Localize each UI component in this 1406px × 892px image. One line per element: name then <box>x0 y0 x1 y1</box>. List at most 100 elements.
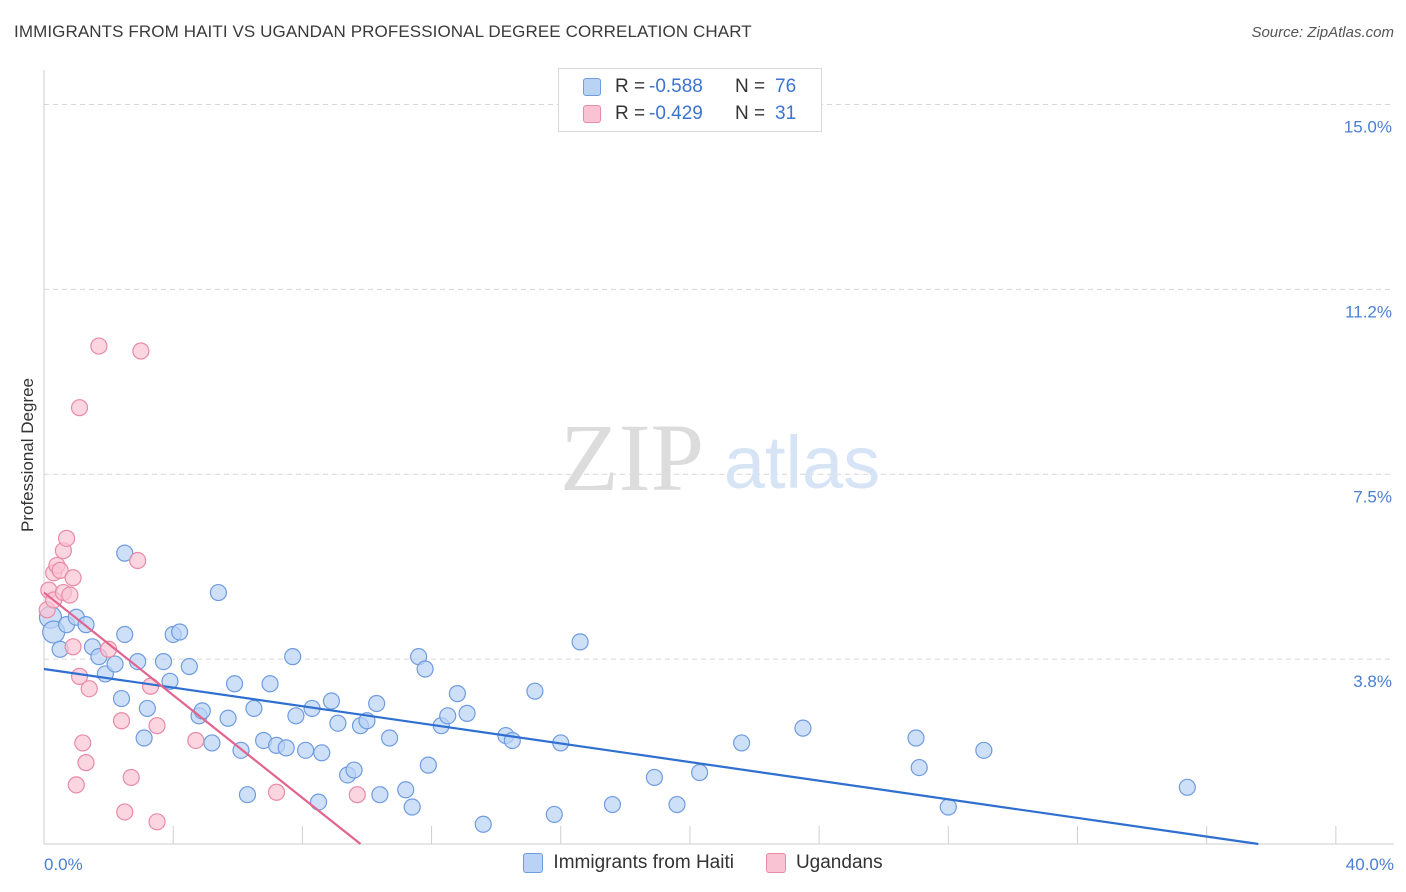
legend-r-label: R = <box>615 103 646 124</box>
legend-r-value: -0.588 <box>649 76 703 97</box>
haiti-point <box>261 675 279 693</box>
haiti-point <box>397 781 415 799</box>
x-tick-label: 0.0% <box>44 855 83 874</box>
haiti-point <box>403 798 421 816</box>
haiti-point <box>1178 778 1196 796</box>
legend-label-haiti: Immigrants from Haiti <box>553 852 734 873</box>
chart-title: IMMIGRANTS FROM HAITI VS UGANDAN PROFESS… <box>14 22 752 41</box>
legend-n-value: 31 <box>775 103 797 124</box>
uganda-point <box>148 813 166 831</box>
haiti-point <box>106 655 124 673</box>
uganda-point <box>148 717 166 735</box>
haiti-point <box>380 729 399 747</box>
haiti-point <box>329 714 347 732</box>
uganda-point <box>122 768 140 787</box>
haiti-point <box>138 699 156 718</box>
haiti-point <box>645 768 664 787</box>
haiti-point <box>691 763 709 782</box>
haiti-point <box>313 744 331 762</box>
legend-label-ugandans: Ugandans <box>795 852 883 873</box>
haiti-point <box>193 702 211 720</box>
haiti-point <box>116 544 134 562</box>
haiti-point <box>209 583 228 602</box>
uganda-swatch <box>765 853 786 873</box>
source-credit: Source: ZipAtlas.com <box>1251 24 1394 41</box>
uganda-point <box>129 551 147 570</box>
y-tick-label: 15.0% <box>1344 118 1392 137</box>
haiti-point <box>368 694 386 713</box>
uganda-point <box>187 731 205 750</box>
haiti-point <box>322 692 341 710</box>
series-legend: Immigrants from Haiti Ugandans <box>0 852 1406 874</box>
uganda-point <box>64 569 82 587</box>
haiti-point <box>571 633 589 651</box>
uganda-point <box>77 754 95 772</box>
haiti-point <box>171 623 189 641</box>
haiti-point <box>180 657 198 676</box>
uganda-point <box>58 529 76 547</box>
haiti-point <box>154 652 173 671</box>
uganda-point <box>74 734 92 752</box>
haiti-point <box>448 685 466 703</box>
uganda-point <box>116 803 134 821</box>
legend-row-haiti: R = -0.588 N = 76 <box>583 74 796 100</box>
legend-row-ugandans: R = -0.429 N = 31 <box>583 101 796 127</box>
legend-item-haiti[interactable]: Immigrants from Haiti <box>523 852 734 874</box>
watermark-zip: ZIP <box>560 404 704 511</box>
uganda-point <box>67 776 85 794</box>
legend-n-label: N = <box>735 103 766 124</box>
haiti-point <box>474 815 492 833</box>
watermark-atlas: atlas <box>724 421 880 504</box>
haiti-point <box>794 719 812 737</box>
haiti-point <box>910 758 928 777</box>
haiti-point <box>277 739 295 757</box>
haiti-point <box>203 734 221 752</box>
haiti-point <box>245 699 263 718</box>
haiti-point <box>284 648 302 666</box>
haiti-point <box>371 786 389 804</box>
haiti-point <box>135 729 153 747</box>
uganda-point <box>64 638 82 656</box>
haiti-point <box>939 798 957 816</box>
uganda-point <box>80 680 98 698</box>
haiti-point <box>219 709 237 727</box>
uganda-point <box>70 399 89 417</box>
x-tick-label: 40.0% <box>1346 855 1394 874</box>
haiti-point <box>416 660 434 678</box>
uganda-trendline <box>43 591 362 845</box>
uganda-point <box>61 586 79 604</box>
y-tick-label: 7.5% <box>1353 487 1392 506</box>
uganda-point <box>348 786 366 804</box>
haiti-point <box>603 795 622 814</box>
uganda-point <box>267 783 286 801</box>
legend-n-label: N = <box>735 76 766 97</box>
haiti-point <box>545 805 563 824</box>
uganda-point <box>112 712 131 730</box>
haiti-trendline <box>43 667 1259 846</box>
legend-r-label: R = <box>615 76 646 97</box>
haiti-point <box>907 729 925 747</box>
haiti-point <box>161 672 179 690</box>
haiti-point <box>439 707 457 725</box>
haiti-point <box>297 741 315 759</box>
uganda-swatch <box>583 105 601 123</box>
haiti-point <box>287 707 305 725</box>
uganda-point <box>132 342 150 360</box>
haiti-point <box>309 793 328 811</box>
haiti-point <box>975 741 993 759</box>
uganda-point <box>70 667 89 685</box>
y-tick-label: 3.8% <box>1353 672 1392 691</box>
uganda-point <box>90 337 108 355</box>
haiti-point <box>112 689 131 708</box>
haiti-point <box>225 675 244 693</box>
legend-n-value: 76 <box>775 76 797 97</box>
haiti-point <box>116 625 134 644</box>
legend-item-ugandans[interactable]: Ugandans <box>765 852 883 874</box>
haiti-point <box>238 786 257 804</box>
y-tick-label: 11.2% <box>1345 302 1392 321</box>
haiti-swatch <box>523 853 544 873</box>
uganda-point <box>51 561 69 579</box>
stats-legend: R = -0.588 N = 76 R = -0.429 N = 31 <box>558 68 822 132</box>
haiti-point <box>733 734 751 752</box>
